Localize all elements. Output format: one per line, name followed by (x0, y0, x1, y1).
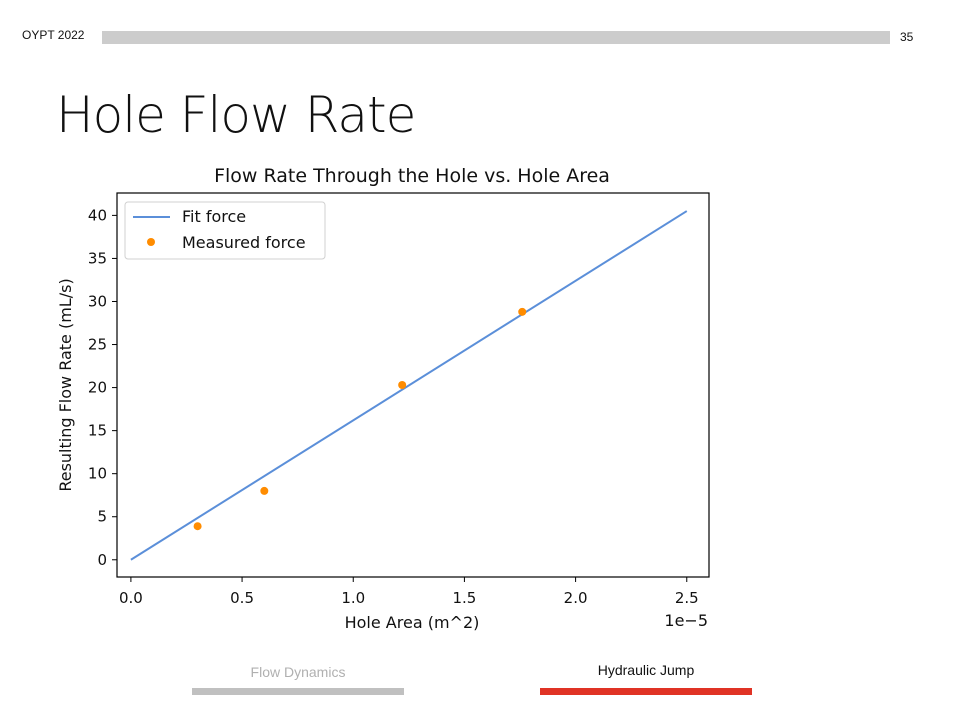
y-tick-label: 25 (88, 336, 107, 354)
header-progress-bar (102, 31, 890, 44)
y-tick-label: 35 (88, 249, 107, 267)
plot-area: 0.0 0.5 1.0 1.5 2.0 2.5 0 5 10 15 20 25 30 35 40 Fit fo… (88, 192, 710, 607)
measured-force-point (518, 307, 527, 316)
y-tick-label: 5 (97, 508, 107, 526)
legend-box (124, 201, 326, 260)
y-axis-label: Resulting Flow Rate (mL/s) (56, 278, 75, 491)
x-axis-label: Hole Area (m^2) (345, 613, 480, 632)
legend-fit-label: Fit force (182, 207, 246, 226)
y-tick-label: 0 (97, 551, 107, 569)
measured-force-point (398, 381, 407, 389)
nav-item-hydraulic-jump[interactable]: Hydraulic Jump (597, 662, 695, 678)
measured-force-point (193, 522, 202, 531)
legend-measured-swatch (147, 238, 155, 246)
y-tick-label: 30 (88, 292, 107, 310)
y-tick-label: 20 (88, 379, 107, 397)
legend-measured-label: Measured force (182, 233, 306, 252)
nav-item-flow-dynamics[interactable]: Flow Dynamics (250, 664, 346, 680)
x-tick-label: 0.0 (119, 589, 143, 607)
x-tick-label: 1.5 (452, 589, 476, 607)
fit-force-line (130, 210, 688, 561)
x-offset-label: 1e−5 (664, 611, 708, 630)
y-tick-label: 15 (88, 422, 107, 440)
slide-title: Hole Flow Rate (56, 86, 416, 144)
y-tick-label: 10 (88, 465, 107, 483)
header-event-label: OYPT 2022 (22, 28, 85, 42)
x-tick-label: 0.5 (230, 589, 254, 607)
slide-number: 35 (900, 30, 914, 44)
nav-indicator-flow-dynamics (192, 688, 404, 695)
nav-indicator-hydraulic-jump (540, 688, 752, 695)
x-tick-label: 1.0 (341, 589, 365, 607)
measured-force-point (260, 486, 269, 495)
chart-title: Flow Rate Through the Hole vs. Hole Area (214, 165, 610, 187)
x-tick-label: 2.5 (675, 589, 699, 607)
y-tick-label: 40 (88, 206, 107, 224)
flow-rate-chart: Flow Rate Through the Hole vs. Hole Area… (56, 165, 710, 632)
x-tick-label: 2.0 (564, 589, 588, 607)
